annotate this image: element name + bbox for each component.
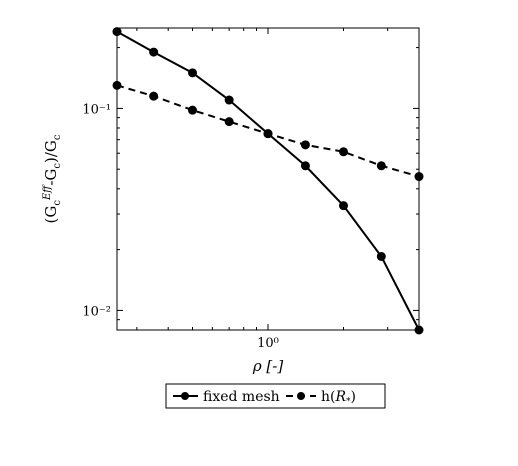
y-axis-label: (GcEff-Gc)/Gc [42,134,63,223]
legend-marker-h-rstar [297,392,305,400]
legend: fixed mesh h(R*) [165,383,386,409]
data-point-fixed-mesh [300,161,310,171]
plot-area [116,27,420,331]
legend-label-h-rstar: h(R*) [321,389,356,407]
data-point-fixed-mesh [188,68,197,78]
data-point-fixed-mesh [414,325,424,335]
data-point-h-r [149,91,159,101]
legend-label-fixed-mesh: fixed mesh [203,389,280,405]
data-point-fixed-mesh [149,47,159,57]
data-point-h-r [224,117,234,127]
data-point-h-r [188,105,197,115]
data-point-fixed-mesh [339,201,348,211]
x-tick-label: 10⁰ [257,336,279,351]
data-point-h-r [300,140,310,150]
data-point-fixed-mesh [224,95,234,105]
legend-box [165,383,386,409]
ticks-layer: 10⁰ 10⁻² 10⁻¹ [82,28,419,351]
data-point-fixed-mesh [112,27,122,37]
legend-marker-fixed-mesh [181,392,189,400]
y-tick-label: 10⁻¹ [82,102,111,117]
data-point-h-r [339,147,348,157]
data-point-h-r [376,161,386,171]
data-point-h-r [414,172,424,182]
data-point-h-r [112,80,122,90]
y-tick-label: 10⁻² [82,304,111,319]
x-axis-label: ρ [-] [252,357,284,375]
data-point-h-r [263,129,273,139]
series-layer [112,27,424,335]
data-point-fixed-mesh [376,251,386,261]
